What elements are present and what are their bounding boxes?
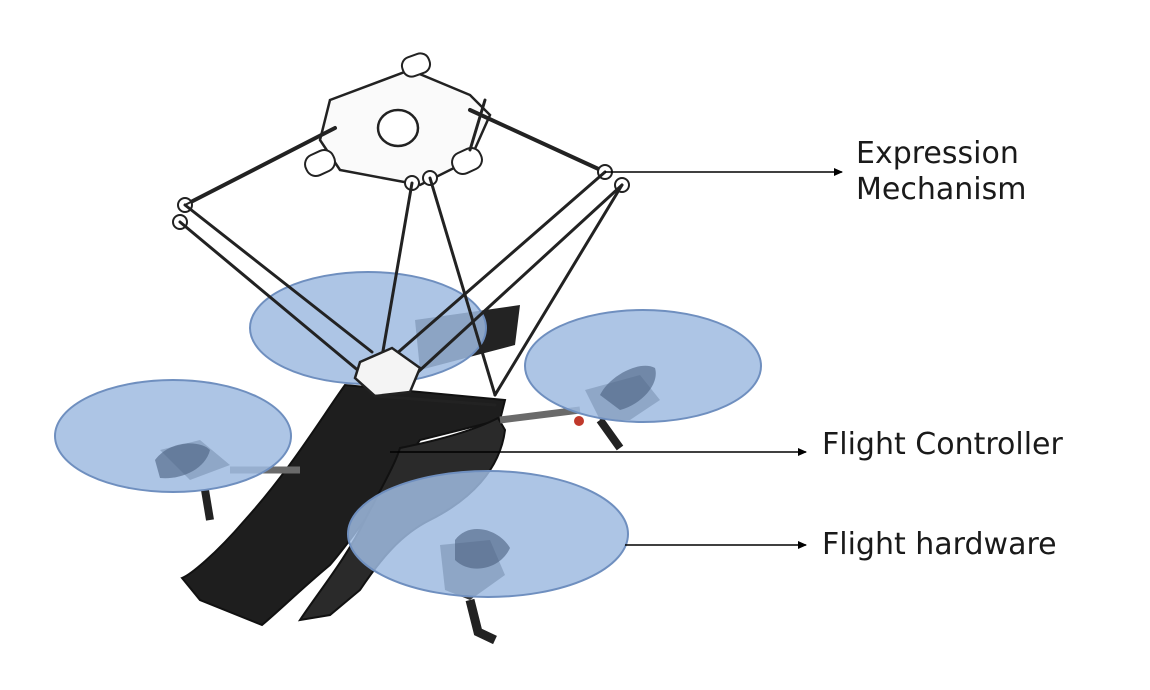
callout-arrows <box>390 168 843 549</box>
label-flight-controller: Flight Controller <box>822 427 1063 462</box>
propeller-left <box>54 379 292 493</box>
expression-mechanism <box>172 52 630 407</box>
propellers <box>54 271 762 598</box>
label-flight-hardware: Flight hardware <box>822 527 1057 562</box>
label-expression-line1: Expression <box>856 136 1019 171</box>
label-expression-mechanism: Expression Mechanism <box>856 136 1026 208</box>
label-expression-line2: Mechanism <box>856 172 1027 207</box>
